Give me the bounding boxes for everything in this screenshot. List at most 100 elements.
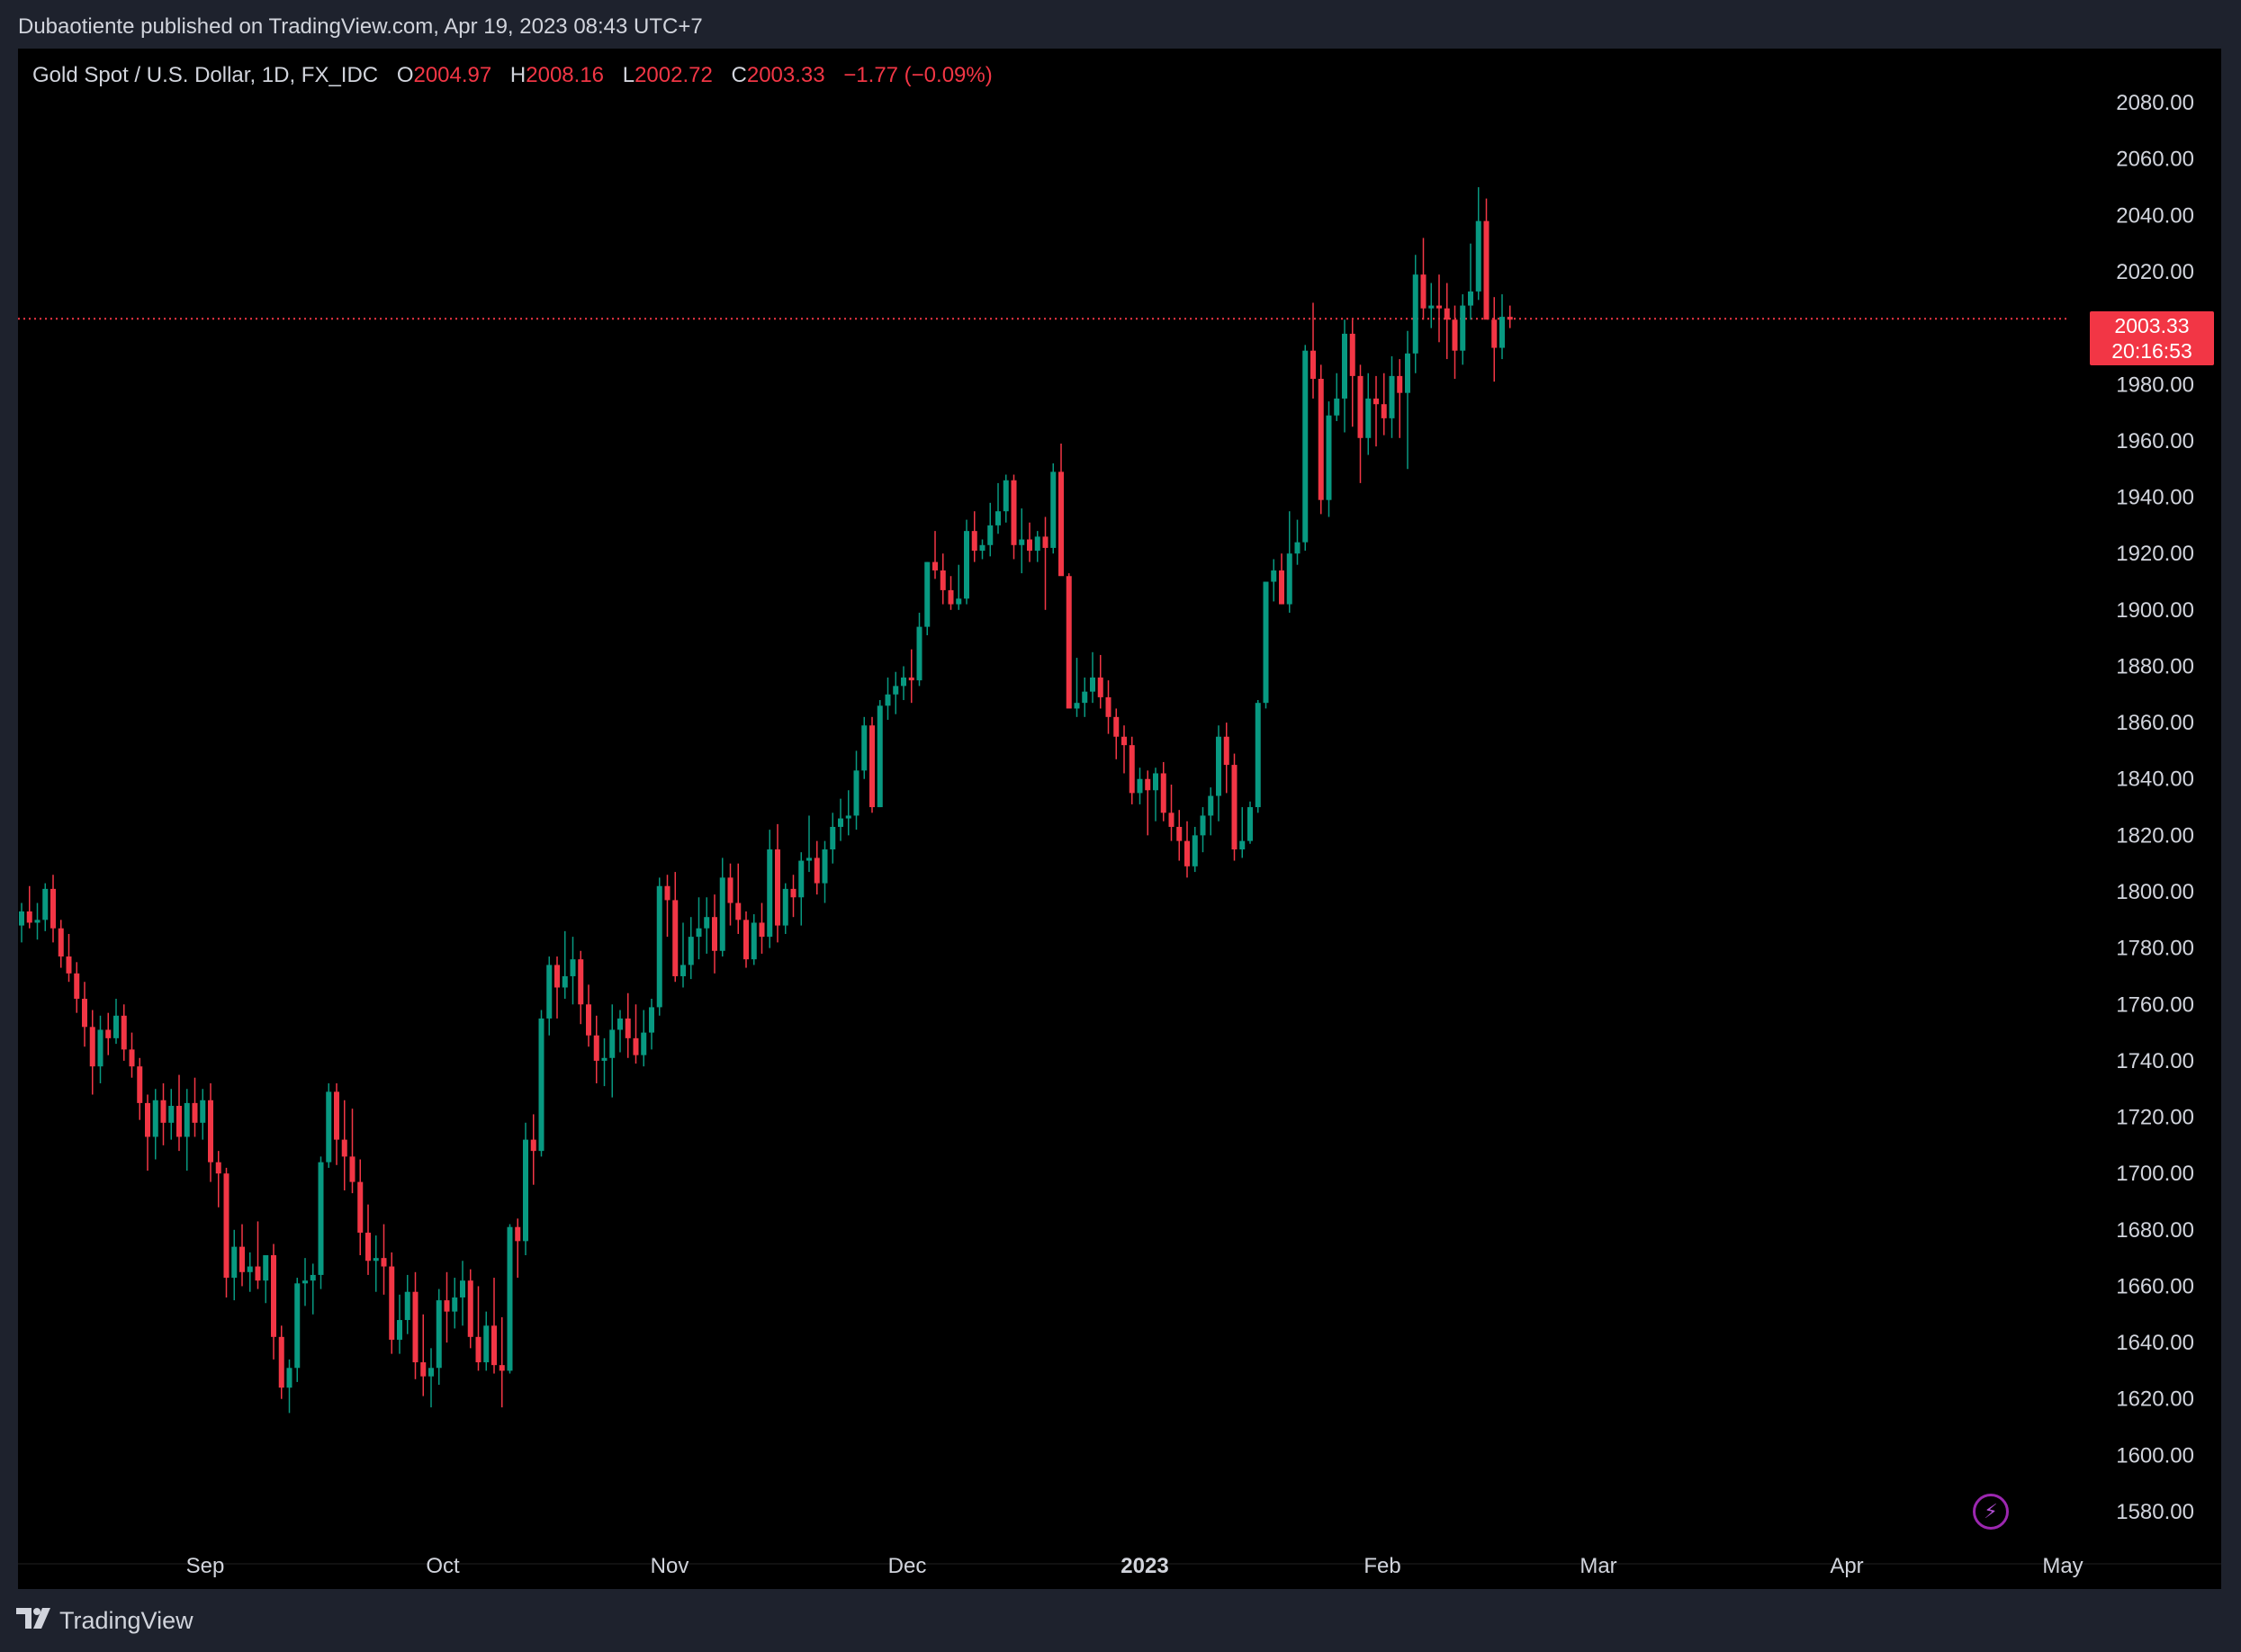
candle-body	[286, 1368, 292, 1388]
candle-body	[326, 1091, 332, 1163]
candle-body	[987, 525, 994, 545]
candle-body	[1003, 480, 1009, 512]
candle-body	[751, 922, 757, 960]
candle-body	[1200, 815, 1206, 836]
candle-body	[82, 999, 87, 1028]
publisher-header: Dubaotiente published on TradingView.com…	[0, 0, 2241, 49]
candle-body	[704, 917, 710, 929]
candle-body	[845, 815, 851, 819]
candle-body	[1231, 765, 1238, 850]
candle-body	[1160, 773, 1166, 813]
x-axis-tick-label: Nov	[651, 1554, 689, 1578]
x-axis-tick-label: Oct	[426, 1554, 460, 1578]
y-axis-tick-label: 1700.00	[2116, 1162, 2194, 1186]
x-axis-tick-label: Feb	[1364, 1554, 1400, 1578]
candle-body	[617, 1018, 623, 1030]
candle-body	[1097, 677, 1103, 697]
chart-panel[interactable]: 2080.002060.002040.002020.002000.001980.…	[18, 49, 2221, 1589]
candle-body	[979, 544, 986, 552]
candle-body	[26, 911, 32, 923]
candle-body	[121, 1015, 127, 1050]
y-axis-tick-label: 1960.00	[2116, 429, 2194, 453]
candle-body	[341, 1139, 347, 1157]
candle-body	[641, 1032, 647, 1055]
tradingview-brand[interactable]: TradingView	[59, 1607, 194, 1634]
candle-body	[546, 965, 553, 1019]
candle-body	[1405, 353, 1410, 393]
candle-body	[790, 888, 796, 898]
y-axis-tick-label: 1780.00	[2116, 937, 2194, 961]
high-label: H	[509, 63, 526, 87]
candlestick-chart[interactable]: 2080.002060.002040.002020.002000.001980.…	[18, 49, 2221, 1589]
y-axis-tick-label: 1860.00	[2116, 711, 2194, 735]
candle-body	[499, 1365, 505, 1371]
candle-body	[1184, 840, 1190, 866]
candle-body	[680, 965, 686, 976]
candle-body	[656, 885, 662, 1008]
candle-body	[1176, 826, 1183, 841]
candle-body	[1279, 570, 1284, 605]
candle-body	[365, 1232, 371, 1261]
last-price-tag: 2003.33 20:16:53	[2090, 311, 2214, 365]
candle-body	[145, 1102, 150, 1137]
candle-body	[1397, 375, 1403, 393]
candle-body	[570, 959, 576, 976]
candle-body	[1223, 736, 1229, 766]
candle-body	[948, 589, 954, 605]
tradingview-logo-icon[interactable]	[16, 1605, 56, 1632]
candle-body	[160, 1100, 166, 1123]
candle-body	[302, 1280, 308, 1284]
candle-body	[420, 1362, 427, 1377]
candle-body	[89, 1027, 95, 1067]
candle-body	[712, 917, 717, 951]
open-label: O	[396, 63, 414, 87]
candle-body	[1090, 677, 1095, 692]
candle-body	[743, 920, 749, 960]
y-axis-tick-label: 1660.00	[2116, 1274, 2194, 1298]
candle-body	[664, 885, 670, 901]
candle-body	[19, 911, 24, 926]
candle-body	[971, 531, 977, 552]
candle-body	[1011, 480, 1017, 545]
candle-body	[1326, 415, 1332, 500]
bar-countdown: 20:16:53	[2111, 339, 2192, 363]
candle-body	[775, 849, 780, 926]
lightning-icon[interactable]: ⚡	[1973, 1494, 2009, 1530]
candle-body	[782, 888, 788, 926]
candle-body	[50, 888, 56, 929]
candle-body	[239, 1246, 245, 1272]
candle-body	[412, 1291, 418, 1363]
candle-body	[184, 1102, 190, 1137]
candle-body	[460, 1280, 465, 1297]
candle-body	[901, 677, 906, 687]
candle-body	[318, 1162, 324, 1275]
candle-body	[349, 1156, 356, 1182]
candle-body	[893, 686, 899, 695]
candle-body	[428, 1368, 434, 1377]
x-axis-tick-label: Dec	[888, 1554, 927, 1578]
candle-body	[475, 1336, 482, 1363]
candle-body	[247, 1266, 253, 1272]
candle-body	[1137, 778, 1143, 794]
candle-body	[586, 1004, 591, 1036]
candle-body	[1444, 308, 1450, 320]
candle-body	[562, 975, 568, 988]
candle-body	[389, 1266, 395, 1340]
candle-body	[1460, 305, 1466, 351]
candle-body	[932, 561, 938, 570]
candle-body	[507, 1226, 513, 1371]
candle-body	[830, 826, 836, 850]
candle-body	[1074, 703, 1080, 709]
candle-body	[1483, 220, 1490, 320]
candle-body	[1381, 404, 1387, 418]
candle-body	[838, 818, 843, 827]
candle-body	[373, 1258, 379, 1261]
candle-body	[822, 849, 828, 884]
y-axis-tick-label: 1840.00	[2116, 768, 2194, 792]
candle-body	[1192, 835, 1198, 866]
candle-body	[436, 1300, 442, 1369]
candle-body	[278, 1336, 284, 1388]
last-price-value: 2003.33	[2114, 314, 2190, 337]
candle-body	[1294, 542, 1300, 554]
candle-body	[1058, 471, 1064, 577]
